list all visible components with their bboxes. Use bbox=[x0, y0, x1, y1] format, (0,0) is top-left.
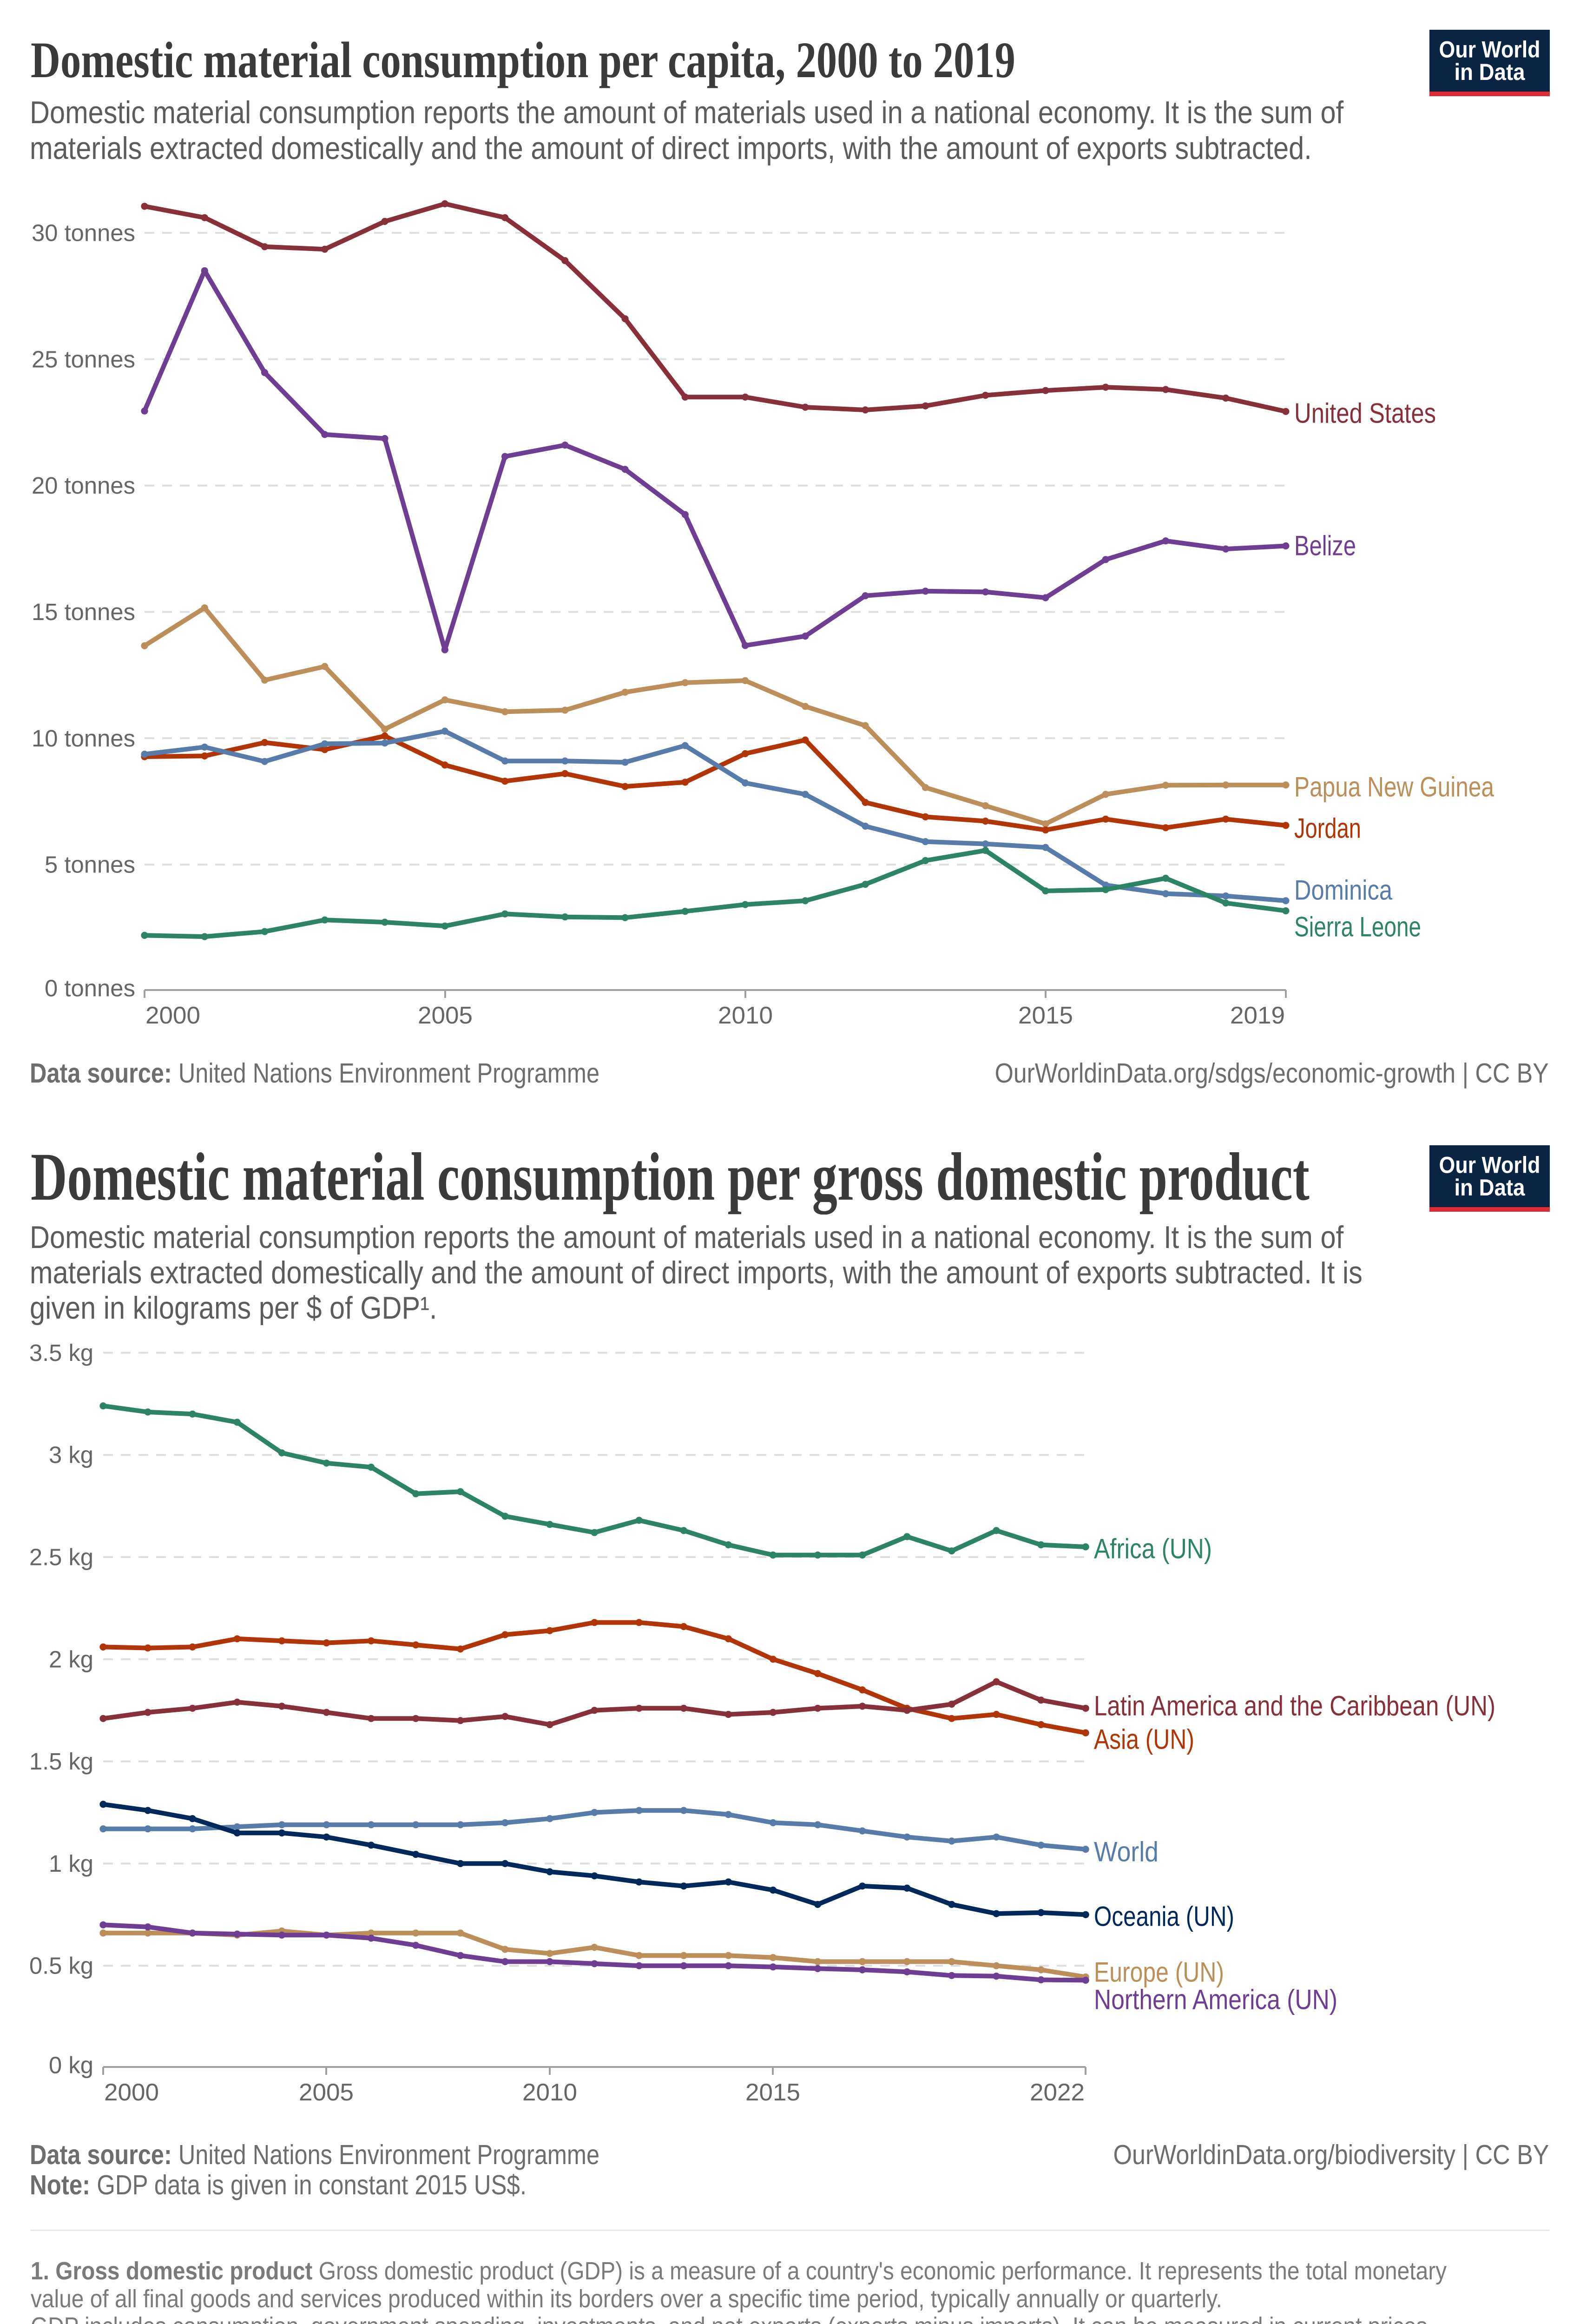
svg-text:Dominica: Dominica bbox=[1294, 875, 1393, 906]
svg-text:2010: 2010 bbox=[718, 1002, 773, 1029]
svg-text:Papua New Guinea: Papua New Guinea bbox=[1294, 772, 1494, 803]
svg-text:20 tonnes: 20 tonnes bbox=[32, 472, 135, 499]
svg-text:15 tonnes: 15 tonnes bbox=[32, 599, 135, 625]
svg-text:2010: 2010 bbox=[522, 2079, 577, 2106]
svg-text:1.5 kg: 1.5 kg bbox=[29, 1748, 93, 1775]
svg-text:10 tonnes: 10 tonnes bbox=[32, 725, 135, 752]
svg-text:Africa (UN): Africa (UN) bbox=[1094, 1533, 1212, 1565]
svg-text:0 tonnes: 0 tonnes bbox=[45, 975, 135, 1002]
svg-text:in Data: in Data bbox=[1455, 59, 1526, 85]
svg-text:Latin America and the Caribbea: Latin America and the Caribbean (UN) bbox=[1094, 1690, 1495, 1722]
svg-text:2 kg: 2 kg bbox=[49, 1646, 93, 1672]
svg-text:2005: 2005 bbox=[418, 1002, 473, 1029]
svg-text:Asia (UN): Asia (UN) bbox=[1094, 1724, 1194, 1755]
svg-text:2000: 2000 bbox=[104, 2079, 159, 2106]
svg-text:2015: 2015 bbox=[745, 2079, 800, 2106]
svg-text:5 tonnes: 5 tonnes bbox=[45, 852, 135, 878]
svg-text:in Data: in Data bbox=[1455, 1175, 1526, 1201]
svg-text:2019: 2019 bbox=[1230, 1002, 1285, 1029]
svg-text:0.5 kg: 0.5 kg bbox=[29, 1953, 93, 1979]
svg-text:Oceania (UN): Oceania (UN) bbox=[1094, 1901, 1234, 1932]
svg-text:25 tonnes: 25 tonnes bbox=[32, 346, 135, 372]
svg-text:World: World bbox=[1094, 1836, 1159, 1868]
svg-text:Northern America (UN): Northern America (UN) bbox=[1094, 1984, 1337, 2015]
svg-text:2000: 2000 bbox=[145, 1002, 200, 1029]
svg-text:Europe (UN): Europe (UN) bbox=[1094, 1957, 1224, 1988]
svg-text:2005: 2005 bbox=[299, 2079, 354, 2106]
svg-text:30 tonnes: 30 tonnes bbox=[32, 219, 135, 246]
svg-text:Our World: Our World bbox=[1439, 1152, 1540, 1178]
svg-text:Our World: Our World bbox=[1439, 36, 1540, 62]
svg-text:Sierra Leone: Sierra Leone bbox=[1294, 911, 1421, 943]
svg-text:2.5 kg: 2.5 kg bbox=[29, 1544, 93, 1571]
svg-text:1 kg: 1 kg bbox=[49, 1850, 93, 1877]
svg-text:Belize: Belize bbox=[1294, 530, 1356, 561]
svg-text:United States: United States bbox=[1294, 398, 1436, 429]
svg-text:Jordan: Jordan bbox=[1294, 813, 1361, 844]
svg-text:2015: 2015 bbox=[1018, 1002, 1073, 1029]
svg-text:3.5 kg: 3.5 kg bbox=[29, 1340, 93, 1366]
svg-text:0 kg: 0 kg bbox=[49, 2052, 93, 2079]
svg-text:2022: 2022 bbox=[1030, 2079, 1085, 2106]
svg-text:3 kg: 3 kg bbox=[49, 1442, 93, 1468]
